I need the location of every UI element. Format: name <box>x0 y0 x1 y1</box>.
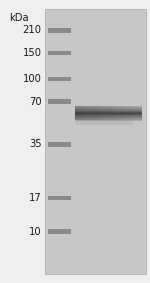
Bar <box>99 106 102 120</box>
Bar <box>75 107 142 108</box>
Bar <box>75 115 142 116</box>
Bar <box>75 114 142 115</box>
Bar <box>75 110 142 111</box>
Bar <box>75 118 142 119</box>
Bar <box>133 106 135 120</box>
Bar <box>75 113 142 114</box>
Bar <box>140 106 142 120</box>
Bar <box>77 106 80 120</box>
Bar <box>137 106 140 120</box>
Text: kDa: kDa <box>9 13 28 23</box>
Bar <box>48 28 70 33</box>
Bar <box>84 106 86 120</box>
Bar <box>48 77 70 81</box>
Text: 10: 10 <box>29 227 42 237</box>
Bar <box>102 106 104 120</box>
Bar <box>115 106 117 120</box>
Bar <box>75 108 142 109</box>
Bar <box>117 106 120 120</box>
Bar <box>86 106 88 120</box>
Bar <box>75 106 77 120</box>
Bar <box>75 110 142 111</box>
Bar <box>75 106 142 107</box>
Text: 210: 210 <box>22 25 42 35</box>
Bar <box>48 196 70 200</box>
Bar <box>111 106 113 120</box>
Bar <box>75 115 142 116</box>
Text: 35: 35 <box>29 139 42 149</box>
Bar <box>106 106 108 120</box>
Bar <box>108 106 111 120</box>
Bar <box>129 106 131 120</box>
Bar <box>75 119 142 120</box>
Bar <box>75 117 142 118</box>
Bar <box>75 117 142 118</box>
Bar <box>76 120 133 125</box>
Bar <box>45 9 146 274</box>
Text: 70: 70 <box>29 97 42 106</box>
Bar <box>48 142 70 147</box>
Bar <box>104 106 106 120</box>
Text: 150: 150 <box>22 48 42 58</box>
Bar <box>135 106 137 120</box>
Bar <box>75 118 142 119</box>
Bar <box>91 106 93 120</box>
Bar <box>122 106 124 120</box>
Bar <box>75 107 142 108</box>
Bar <box>75 111 142 112</box>
Bar <box>131 106 133 120</box>
Bar <box>75 116 142 117</box>
Bar <box>93 106 95 120</box>
Bar <box>80 106 82 120</box>
Bar <box>48 51 70 55</box>
Bar <box>75 116 142 117</box>
Bar <box>75 108 142 109</box>
Bar <box>75 109 142 110</box>
Bar <box>75 113 142 114</box>
Bar <box>75 119 142 120</box>
Bar <box>82 106 84 120</box>
Bar <box>75 112 142 113</box>
Bar <box>48 99 70 104</box>
Bar <box>88 106 91 120</box>
Bar <box>113 106 115 120</box>
Bar <box>120 106 122 120</box>
Bar <box>126 106 129 120</box>
Text: 17: 17 <box>29 193 42 203</box>
Bar <box>75 114 142 115</box>
Bar <box>75 112 142 113</box>
Bar <box>75 120 142 121</box>
Bar <box>75 109 142 110</box>
Bar <box>75 111 142 112</box>
Bar <box>48 229 70 234</box>
Bar <box>95 106 97 120</box>
Text: 100: 100 <box>23 74 42 84</box>
Bar <box>124 106 126 120</box>
Bar <box>97 106 99 120</box>
